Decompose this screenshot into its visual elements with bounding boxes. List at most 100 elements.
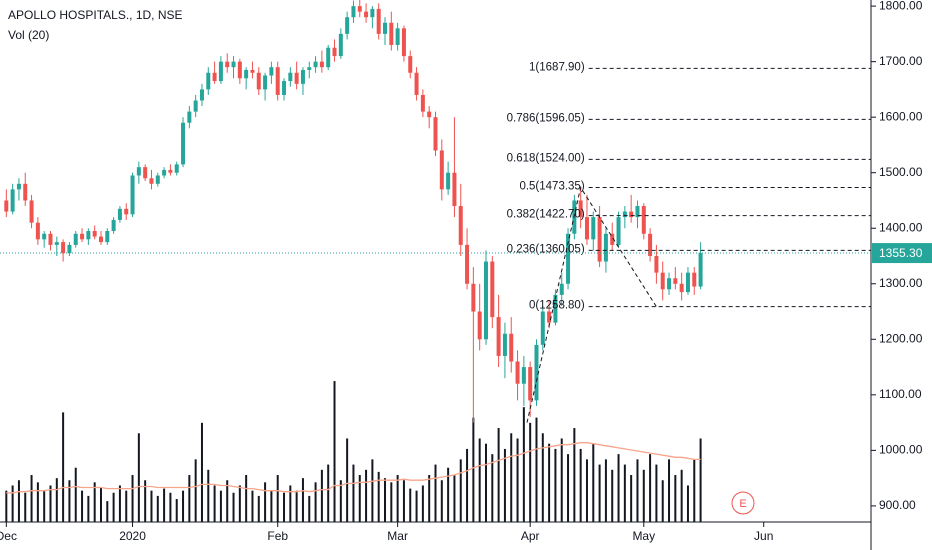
volume-bar <box>434 464 437 522</box>
volume-bar <box>447 467 450 522</box>
candle-body <box>641 206 646 234</box>
candle-body <box>86 231 91 240</box>
volume-bar <box>43 490 46 522</box>
candle-body <box>477 311 482 340</box>
volume-bar <box>264 482 267 522</box>
candle-body <box>256 72 261 90</box>
x-tick-label: Apr <box>521 529 540 543</box>
volume-bar <box>87 495 90 522</box>
candle-body <box>673 278 678 284</box>
candle-body <box>300 69 305 84</box>
candle-body <box>446 172 451 190</box>
volume-bar <box>466 448 469 522</box>
volume-bar <box>106 501 109 522</box>
candle-body <box>61 242 66 254</box>
candle-body <box>117 208 122 220</box>
volume-bar <box>232 492 235 522</box>
volume-bar <box>611 469 614 522</box>
volume-bar <box>36 482 39 522</box>
volume-bar <box>62 412 65 522</box>
candle-body <box>16 183 21 190</box>
candle-body <box>540 311 545 345</box>
volume-bar <box>194 459 197 522</box>
y-tick-label: 1100.00 <box>879 387 922 401</box>
candle-body <box>29 200 34 223</box>
volume-bar <box>333 381 336 522</box>
volume-bar <box>585 459 588 522</box>
candle-body <box>250 69 255 73</box>
volume-bar <box>491 454 494 522</box>
volume-bar <box>440 480 443 522</box>
candle-body <box>92 231 97 237</box>
volume-bar <box>11 485 14 522</box>
volume-bar <box>693 459 696 522</box>
candle-body <box>319 61 324 68</box>
candle-body <box>237 61 242 79</box>
volume-bar <box>289 485 292 522</box>
fib-level-label: 1(1687.90) <box>529 61 585 73</box>
candle-body <box>578 200 583 218</box>
candle-body <box>218 61 223 82</box>
event-marker[interactable]: E <box>739 498 746 510</box>
volume-bar <box>560 438 563 522</box>
candle-body <box>584 217 589 240</box>
candle-body <box>130 175 135 215</box>
y-tick-label: 1000.00 <box>879 443 923 457</box>
candle-body <box>187 111 192 123</box>
candle-body <box>414 72 419 95</box>
volume-bar <box>592 443 595 522</box>
volume-bar <box>188 475 191 522</box>
event-marker-circle[interactable] <box>731 491 755 515</box>
candle-body <box>4 200 9 212</box>
candle-body <box>370 8 375 18</box>
candle-body <box>54 242 59 245</box>
candle-body <box>692 272 697 287</box>
volume-bar <box>421 485 424 522</box>
volume-bar <box>81 490 84 522</box>
candle-body <box>98 236 103 243</box>
volume-bar <box>371 459 374 522</box>
volume-bar <box>384 478 387 522</box>
volume-bar <box>497 428 500 522</box>
candle-body <box>263 75 268 90</box>
last-price-box <box>872 243 932 264</box>
volume-bar <box>99 487 102 522</box>
volume-bar <box>358 475 361 522</box>
candle-body <box>269 67 274 76</box>
candle-body <box>10 189 15 212</box>
volume-bar <box>529 422 532 522</box>
x-tick-label: 2020 <box>119 529 146 543</box>
candle-body <box>357 6 362 12</box>
candle-body <box>162 169 167 176</box>
volume-bar <box>396 475 399 522</box>
candle-body <box>401 28 406 57</box>
volume-bar <box>213 485 216 522</box>
candle-body <box>622 211 627 218</box>
volume-bar <box>226 480 229 522</box>
volume-bar <box>245 475 248 522</box>
candle-body <box>345 17 350 34</box>
volume-ma-line <box>6 442 701 494</box>
fib-level-label: 0.618(1524.00) <box>507 152 585 164</box>
volume-bar <box>301 478 304 522</box>
price-pane: 1(1687.90) 0.786(1596.05) 0.618(1524.00) 0.… <box>0 0 871 423</box>
volume-bar <box>74 467 77 522</box>
candle-body <box>338 33 343 57</box>
candle-body <box>452 172 457 207</box>
candle-body <box>591 217 596 240</box>
candle-body <box>48 233 53 245</box>
candle-body <box>471 283 476 312</box>
volume-bar <box>182 490 185 522</box>
candle-body <box>648 233 653 257</box>
volume-bar <box>377 471 380 522</box>
candle-body <box>603 233 608 262</box>
volume-bar <box>125 490 128 522</box>
volume-bar <box>415 490 418 522</box>
volume-bar <box>554 448 557 522</box>
volume-bar <box>598 464 601 522</box>
x-tick-label: May <box>632 529 655 543</box>
volume-bar <box>320 469 323 522</box>
volume-bar <box>156 495 159 522</box>
